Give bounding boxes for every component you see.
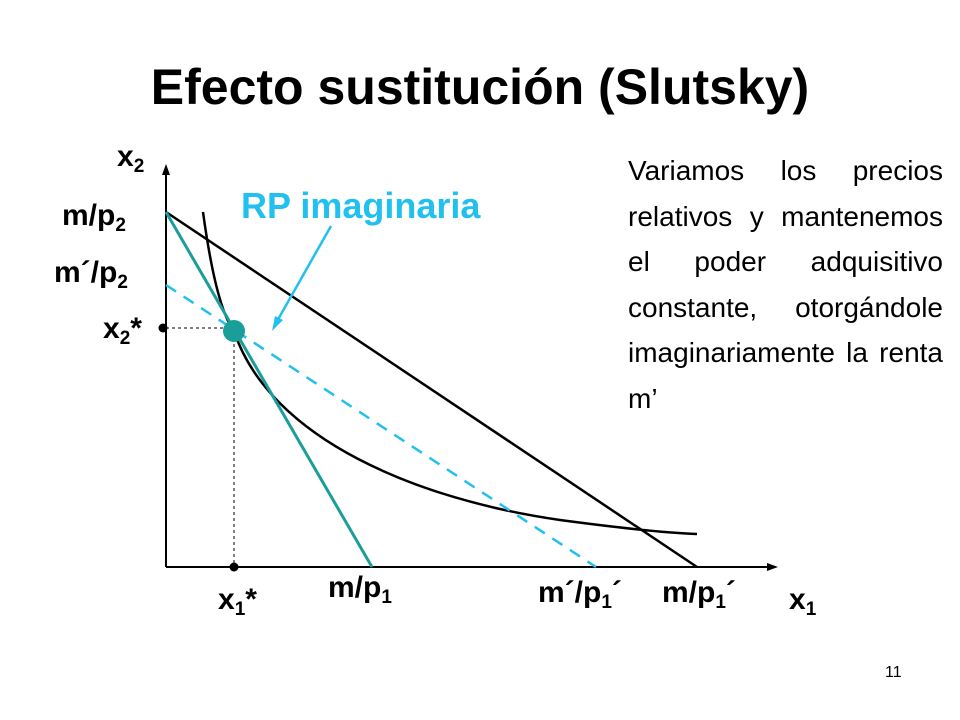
original-budget-line: [164, 211, 374, 568]
rp-imaginaria-label: RP imaginaria: [241, 185, 481, 226]
y-tick-x2-star: x2*: [103, 312, 142, 349]
page-title: Efecto sustitución (Slutsky): [150, 59, 810, 115]
page-number: 11: [885, 664, 902, 681]
x-tick-mprime-p1prime: m´/p1´: [538, 576, 622, 613]
x-tick-x1-star: x1*: [218, 583, 257, 620]
indifference-curve: [201, 211, 698, 536]
y-axis-label: x2: [117, 140, 145, 177]
final-budget-line: [165, 210, 698, 569]
x-axis-label: x1: [789, 583, 817, 620]
callout-pointer: [274, 225, 333, 324]
callout-arrowhead: [272, 316, 283, 331]
y-tick-m-p2: m/p2: [62, 199, 126, 236]
x1-star-marker: [229, 562, 239, 572]
description-text: Variamos los precios relativos y mantene…: [628, 155, 943, 414]
y-axis-arrow: [162, 164, 170, 175]
x2-star-marker: [158, 323, 168, 333]
x-axis-arrow: [767, 563, 778, 571]
optimum-point: [223, 320, 245, 342]
y-tick-mprime-p2: m´/p2: [54, 256, 128, 293]
x-tick-m-p1: m/p1: [328, 571, 392, 608]
x-tick-m-p1prime: m/p1´: [662, 576, 736, 613]
